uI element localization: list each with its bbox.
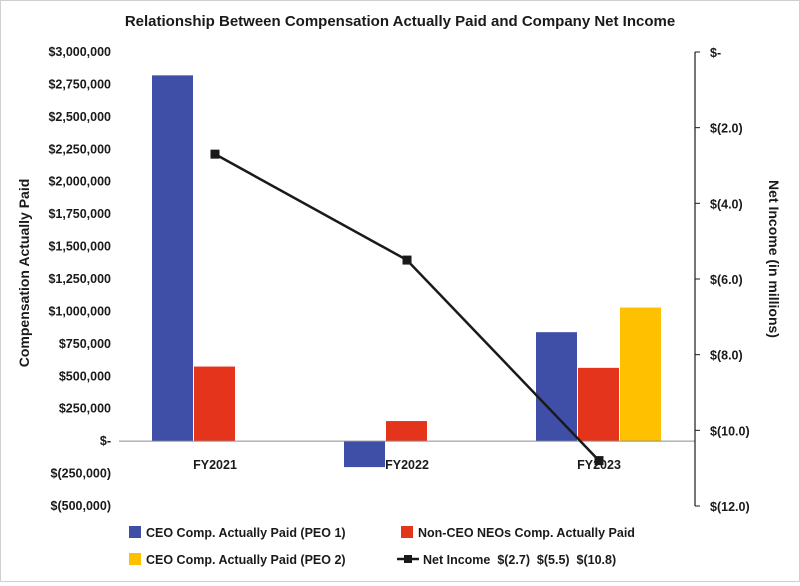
y-tick-label: $2,750,000 <box>48 77 111 91</box>
legend-marker-swatch <box>404 555 412 563</box>
bar-peo1-fy2022 <box>344 441 385 468</box>
legend: CEO Comp. Actually Paid (PEO 1) Non-CEO N… <box>129 526 635 567</box>
y-tick-label: $2,250,000 <box>48 142 111 156</box>
axes-group <box>119 51 700 507</box>
legend-label-0: CEO Comp. Actually Paid (PEO 1) <box>146 526 346 540</box>
x-tick-label: FY2023 <box>577 458 621 472</box>
y2-tick-label: $(2.0) <box>710 122 743 136</box>
legend-swatch-1 <box>401 526 413 538</box>
net-income-line-group <box>210 149 604 466</box>
bars-group <box>152 75 661 468</box>
bar-peo2-fy2023 <box>620 307 661 442</box>
y2-axis-title: Net Income (in millions) <box>766 180 782 338</box>
y-tick-label: $1,500,000 <box>48 240 111 254</box>
y-tick-label: $2,000,000 <box>48 175 111 189</box>
y-axis-title: Compensation Actually Paid <box>16 179 32 368</box>
y-tick-label: $3,000,000 <box>48 45 111 59</box>
y-tick-label: $750,000 <box>59 337 111 351</box>
bar-peo1-fy2021 <box>152 75 193 442</box>
y-tick-label: $(500,000) <box>51 499 111 513</box>
y-tick-label: $(250,000) <box>51 467 111 481</box>
y2-tick-label: $(12.0) <box>710 500 750 514</box>
y-tick-label: $2,500,000 <box>48 110 111 124</box>
y2-tick-label: $(6.0) <box>710 273 743 287</box>
y2-tick-label: $- <box>710 46 721 60</box>
y-tick-label: $- <box>100 434 111 448</box>
legend-label-1: Non-CEO NEOs Comp. Actually Paid <box>418 526 635 540</box>
y-tick-label: $500,000 <box>59 369 111 383</box>
y2-tick-label: $(10.0) <box>710 424 750 438</box>
x-tick-label: FY2021 <box>193 458 237 472</box>
net-income-marker-fy2021 <box>210 149 220 159</box>
bar-non-ceo-fy2023 <box>578 367 619 442</box>
bar-non-ceo-fy2022 <box>386 421 427 442</box>
bar-peo1-fy2023 <box>536 332 577 442</box>
legend-swatch-2 <box>129 553 141 565</box>
x-tick-labels: FY2021 FY2022 FY2023 <box>193 458 621 472</box>
y-tick-label: $1,000,000 <box>48 304 111 318</box>
y-tick-label: $250,000 <box>59 402 111 416</box>
x-tick-label: FY2022 <box>385 458 429 472</box>
y2-tick-labels: $- $(2.0) $(4.0) $(6.0) $(8.0) $(10.0) $(12.0) <box>710 46 750 514</box>
legend-label-2: CEO Comp. Actually Paid (PEO 2) <box>146 553 346 567</box>
net-income-marker-fy2023 <box>594 456 604 466</box>
bar-non-ceo-fy2021 <box>194 366 235 442</box>
legend-label-3: Net Income $(2.7) $(5.5) $(10.8) <box>423 553 616 567</box>
y-tick-labels: $3,000,000 $2,750,000 $2,500,000 $2,250,000… <box>48 45 111 513</box>
y-tick-label: $1,750,000 <box>48 207 111 221</box>
chart-title: Relationship Between Compensation Actual… <box>125 13 675 30</box>
y2-tick-label: $(4.0) <box>710 197 743 211</box>
y-tick-label: $1,250,000 <box>48 272 111 286</box>
y2-tick-label: $(8.0) <box>710 349 743 363</box>
legend-swatch-0 <box>129 526 141 538</box>
net-income-marker-fy2022 <box>402 255 412 265</box>
